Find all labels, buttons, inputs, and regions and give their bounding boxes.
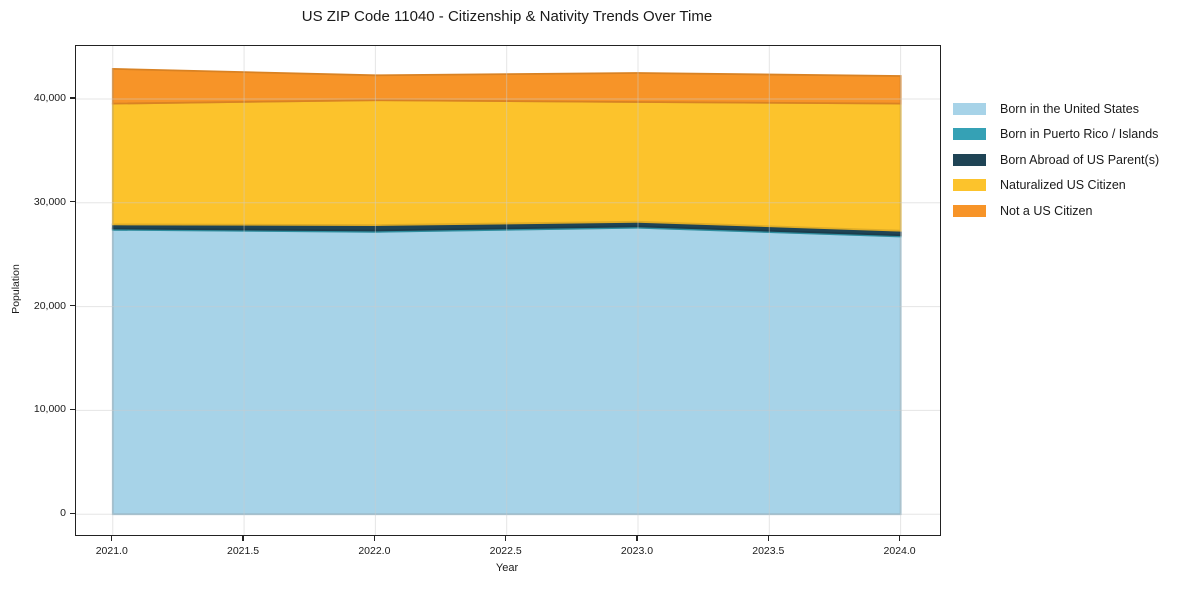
legend-swatch xyxy=(953,204,986,217)
legend-item-born-in-the-united-states: Born in the United States xyxy=(953,102,1159,116)
y-tick-mark xyxy=(70,512,75,514)
legend-swatch xyxy=(953,103,986,115)
legend-swatch xyxy=(953,128,986,141)
x-tick-label: 2022.0 xyxy=(358,545,391,557)
x-tick-mark xyxy=(242,536,244,541)
legend-item-not-a-us-citizen: Not a US Citizen xyxy=(953,204,1159,218)
x-tick-mark xyxy=(636,536,638,541)
legend-swatch xyxy=(953,153,986,166)
x-tick-mark xyxy=(767,536,769,541)
x-tick-mark xyxy=(111,536,113,541)
y-tick-mark xyxy=(70,408,75,410)
y-tick-label: 0 xyxy=(60,507,66,520)
y-tick-mark xyxy=(70,201,75,203)
legend-label: Born in Puerto Rico / Islands xyxy=(1000,127,1159,142)
x-tick-mark xyxy=(373,536,375,541)
y-tick-label: 20,000 xyxy=(33,299,66,312)
legend: Born in the United States Born in Puerto … xyxy=(953,102,1159,218)
x-tick-label: 2021.5 xyxy=(227,545,260,557)
legend-item-born-in-puerto-rico-islands: Born in Puerto Rico / Islands xyxy=(953,127,1159,141)
legend-label: Naturalized US Citizen xyxy=(1000,178,1126,193)
x-tick-label: 2022.5 xyxy=(489,545,522,557)
legend-label: Born Abroad of US Parent(s) xyxy=(1000,152,1160,167)
x-tick-mark xyxy=(899,536,901,541)
y-tick-label: 30,000 xyxy=(33,195,66,208)
legend-item-naturalized-us-citizen: Naturalized US Citizen xyxy=(953,178,1159,192)
y-tick-mark xyxy=(70,97,75,99)
chart-title: US ZIP Code 11040 - Citizenship & Nativi… xyxy=(301,8,713,25)
legend-item-born-abroad-of-us-parent-s: Born Abroad of US Parent(s) xyxy=(953,153,1159,167)
x-tick-label: 2023.5 xyxy=(752,545,785,557)
x-tick-label: 2021.0 xyxy=(95,545,128,557)
x-axis-label: Year xyxy=(495,562,519,574)
x-tick-label: 2023.0 xyxy=(620,545,654,557)
y-tick-mark xyxy=(70,304,75,307)
x-tick-label: 2024.0 xyxy=(883,545,916,557)
x-tick-mark xyxy=(505,536,507,541)
legend-label: Not a US Citizen xyxy=(1000,203,1093,218)
legend-swatch xyxy=(953,179,986,192)
plot-area xyxy=(75,45,941,536)
stacked-area-plot xyxy=(76,46,940,535)
y-tick-label: 40,000 xyxy=(33,91,66,104)
y-tick-label: 10,000 xyxy=(33,403,66,416)
legend-label: Born in the United States xyxy=(1000,102,1139,116)
